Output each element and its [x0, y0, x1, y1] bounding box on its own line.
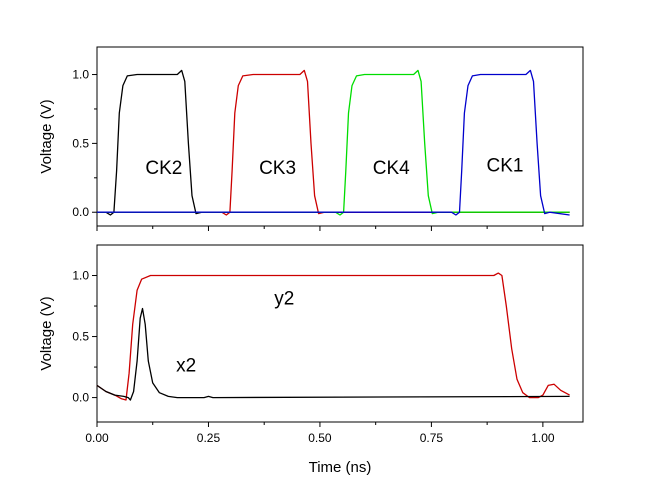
x-axis-label: Time (ns) [309, 459, 372, 476]
series-line-4 [97, 69, 570, 216]
plot-frame [96, 244, 584, 423]
y-axis-label: Voltage (V) [38, 296, 55, 370]
annotation-ck3: CK3 [259, 158, 296, 179]
y-tick-label: 0.0 [72, 391, 89, 405]
annotation-ck2: CK2 [145, 158, 182, 179]
y-tick-label: 1.0 [72, 269, 89, 283]
x-tick-label: 1.00 [531, 431, 555, 445]
x-tick-label: 0.75 [420, 431, 444, 445]
x-tick-label: 0.50 [308, 431, 332, 445]
y-tick-label: 0.5 [72, 136, 89, 150]
annotation-x2: x2 [176, 356, 196, 377]
x-tick-label: 0.25 [197, 431, 221, 445]
annotation-ck4: CK4 [373, 158, 410, 179]
panel-1: 0.0 0.5 1.0 Voltage (V) CK2 CK3 CK4 CK1 [38, 46, 584, 231]
y-tick-label: 0.5 [72, 330, 89, 344]
series-line-3 [97, 69, 570, 216]
x-tick-label: 0.00 [85, 431, 109, 445]
y-tick-label: 1.0 [72, 68, 89, 82]
panel-2: 0.00 0.25 0.50 0.75 1.00 0.0 0.5 1.0 Voltage (V)… [38, 244, 584, 476]
series-line-2 [96, 307, 570, 401]
plot-frame [96, 46, 584, 227]
series-line-1 [96, 272, 570, 401]
annotation-y2: y2 [274, 288, 294, 309]
series-line-1 [97, 69, 570, 216]
series-line-2 [97, 69, 570, 216]
annotation-ck1: CK1 [486, 156, 523, 177]
y-tick-label: 0.0 [72, 205, 89, 219]
y-axis-label: Voltage (V) [38, 99, 55, 173]
